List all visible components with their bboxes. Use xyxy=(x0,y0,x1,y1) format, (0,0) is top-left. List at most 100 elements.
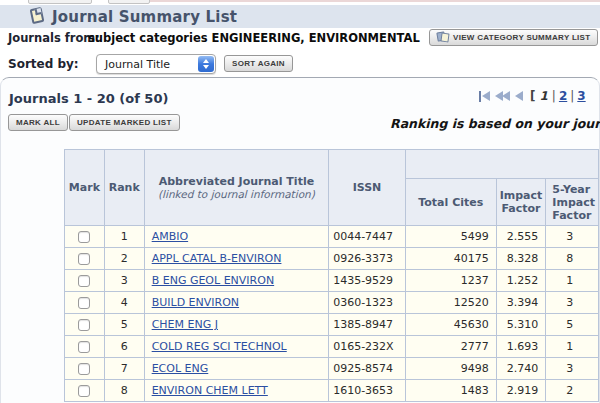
impact-factor-cell: 1.693 xyxy=(496,336,546,358)
mark-checkbox[interactable] xyxy=(78,275,90,287)
five-year-if-cell: 3 xyxy=(546,358,599,380)
page-2-link[interactable]: 2 xyxy=(559,89,567,103)
impact-factor-cell: 2.555 xyxy=(496,226,546,248)
view-category-summary-button[interactable]: VIEW CATEGORY SUMMARY LIST xyxy=(429,29,598,46)
mark-checkbox[interactable] xyxy=(78,231,90,243)
sorted-by-label: Sorted by: xyxy=(8,57,79,71)
issn-cell: 0165-232X xyxy=(329,336,406,358)
rank-cell: 7 xyxy=(104,358,144,380)
five-year-if-cell: 2 xyxy=(546,380,599,402)
data-group-header xyxy=(405,150,598,179)
col-header-impact-factor: Impact Factor xyxy=(496,179,546,226)
table-row: 4 BUILD ENVIRON 0360-1323 12520 3.394 3 xyxy=(65,292,599,314)
five-year-if-cell: 1 xyxy=(546,270,599,292)
current-page-number: 1 xyxy=(538,89,548,103)
col-header-rank: Rank xyxy=(104,150,144,226)
mark-checkbox[interactable] xyxy=(78,363,90,375)
tab-stub[interactable] xyxy=(108,0,150,4)
col-header-title: Abbreviated Journal Title (linked to jou… xyxy=(144,150,329,226)
total-cites-cell: 2777 xyxy=(405,336,496,358)
issn-cell: 1435-9529 xyxy=(329,270,406,292)
tab-stub[interactable] xyxy=(28,0,92,4)
journal-title-link[interactable]: BUILD ENVIRON xyxy=(152,296,239,309)
total-cites-cell: 1483 xyxy=(405,380,496,402)
impact-factor-cell: 3.394 xyxy=(496,292,546,314)
table-row: 6 COLD REG SCI TECHNOL 0165-232X 2777 1.… xyxy=(65,336,599,358)
rank-cell: 1 xyxy=(104,226,144,248)
mark-checkbox[interactable] xyxy=(78,341,90,353)
sort-select-value: Journal Title xyxy=(105,58,170,71)
five-year-if-cell: 1 xyxy=(546,336,599,358)
mark-checkbox[interactable] xyxy=(78,319,90,331)
rank-cell: 5 xyxy=(104,314,144,336)
previous-page-icon[interactable] xyxy=(515,91,523,101)
impact-factor-cell: 8.328 xyxy=(496,248,546,270)
impact-factor-cell: 2.740 xyxy=(496,358,546,380)
results-panel: Journals 1 - 20 (of 50) [ 1 | 2 | 3 MARK… xyxy=(0,77,600,403)
table-row: 1 AMBIO 0044-7447 5499 2.555 3 xyxy=(65,226,599,248)
impact-factor-cell: 2.919 xyxy=(496,380,546,402)
issn-cell: 1610-3653 xyxy=(329,380,406,402)
col-header-issn: ISSN xyxy=(329,150,406,226)
issn-cell: 0925-8574 xyxy=(329,358,406,380)
journal-title-link[interactable]: ECOL ENG xyxy=(152,362,209,375)
five-year-if-cell: 3 xyxy=(546,292,599,314)
fast-back-icon[interactable] xyxy=(495,91,510,101)
col-header-total-cites: Total Cites xyxy=(405,179,496,226)
journal-list-icon xyxy=(30,7,45,24)
table-row: 2 APPL CATAL B-ENVIRON 0926-3373 40175 8… xyxy=(65,248,599,270)
sort-again-button[interactable]: SORT AGAIN xyxy=(224,55,293,72)
first-page-icon[interactable] xyxy=(479,91,490,102)
journal-title-link[interactable]: B ENG GEOL ENVIRON xyxy=(152,274,274,287)
table-row: 3 B ENG GEOL ENVIRON 1435-9529 1237 1.25… xyxy=(65,270,599,292)
impact-factor-cell: 5.310 xyxy=(496,314,546,336)
impact-factor-cell: 1.252 xyxy=(496,270,546,292)
category-summary-icon xyxy=(437,32,449,43)
total-cites-cell: 45630 xyxy=(405,314,496,336)
table-row: 7 ECOL ENG 0925-8574 9498 2.740 3 xyxy=(65,358,599,380)
issn-cell: 0360-1323 xyxy=(329,292,406,314)
total-cites-cell: 9498 xyxy=(405,358,496,380)
total-cites-cell: 1237 xyxy=(405,270,496,292)
issn-cell: 1385-8947 xyxy=(329,314,406,336)
col-header-mark: Mark xyxy=(65,150,105,226)
rank-cell: 8 xyxy=(104,380,144,402)
mark-all-button[interactable]: MARK ALL xyxy=(8,114,68,131)
page-3-link[interactable]: 3 xyxy=(577,89,585,103)
rank-cell: 2 xyxy=(104,248,144,270)
journal-title-link[interactable]: APPL CATAL B-ENVIRON xyxy=(152,252,282,265)
journals-from-label: Journals from: xyxy=(8,31,100,45)
rank-cell: 4 xyxy=(104,292,144,314)
page-bracket: [ xyxy=(530,89,535,103)
issn-cell: 0926-3373 xyxy=(329,248,406,270)
rank-cell: 6 xyxy=(104,336,144,358)
journal-title-link[interactable]: CHEM ENG J xyxy=(152,318,218,331)
ranking-note: Ranking is based on your journ xyxy=(390,116,600,131)
journal-table: Mark Rank Abbreviated Journal Title (lin… xyxy=(64,149,599,402)
journal-title-link[interactable]: COLD REG SCI TECHNOL xyxy=(152,340,287,353)
mark-checkbox[interactable] xyxy=(78,253,90,265)
total-cites-cell: 12520 xyxy=(405,292,496,314)
table-row: 5 CHEM ENG J 1385-8947 45630 5.310 5 xyxy=(65,314,599,336)
page-header-band: Journal Summary List xyxy=(0,5,600,28)
page-title: Journal Summary List xyxy=(52,8,237,26)
update-marked-list-button[interactable]: UPDATE MARKED LIST xyxy=(69,114,180,131)
select-stepper-icon[interactable] xyxy=(198,56,214,72)
total-cites-cell: 40175 xyxy=(405,248,496,270)
five-year-if-cell: 5 xyxy=(546,314,599,336)
pagination: [ 1 | 2 | 3 xyxy=(479,89,586,103)
five-year-if-cell: 3 xyxy=(546,226,599,248)
mark-checkbox[interactable] xyxy=(78,385,90,397)
col-header-5year-impact-factor: 5-Year Impact Factor xyxy=(546,179,599,226)
sort-field-select[interactable]: Journal Title xyxy=(96,54,216,74)
journal-title-link[interactable]: AMBIO xyxy=(152,230,188,243)
issn-cell: 0044-7447 xyxy=(329,226,406,248)
rank-cell: 3 xyxy=(104,270,144,292)
table-row: 8 ENVIRON CHEM LETT 1610-3653 1483 2.919… xyxy=(65,380,599,402)
top-edge-artifact xyxy=(150,0,600,2)
five-year-if-cell: 8 xyxy=(546,248,599,270)
journals-from-value: subject categories ENGINEERING, ENVIRONM… xyxy=(88,31,420,45)
mark-checkbox[interactable] xyxy=(78,297,90,309)
journal-title-link[interactable]: ENVIRON CHEM LETT xyxy=(152,384,268,397)
total-cites-cell: 5499 xyxy=(405,226,496,248)
